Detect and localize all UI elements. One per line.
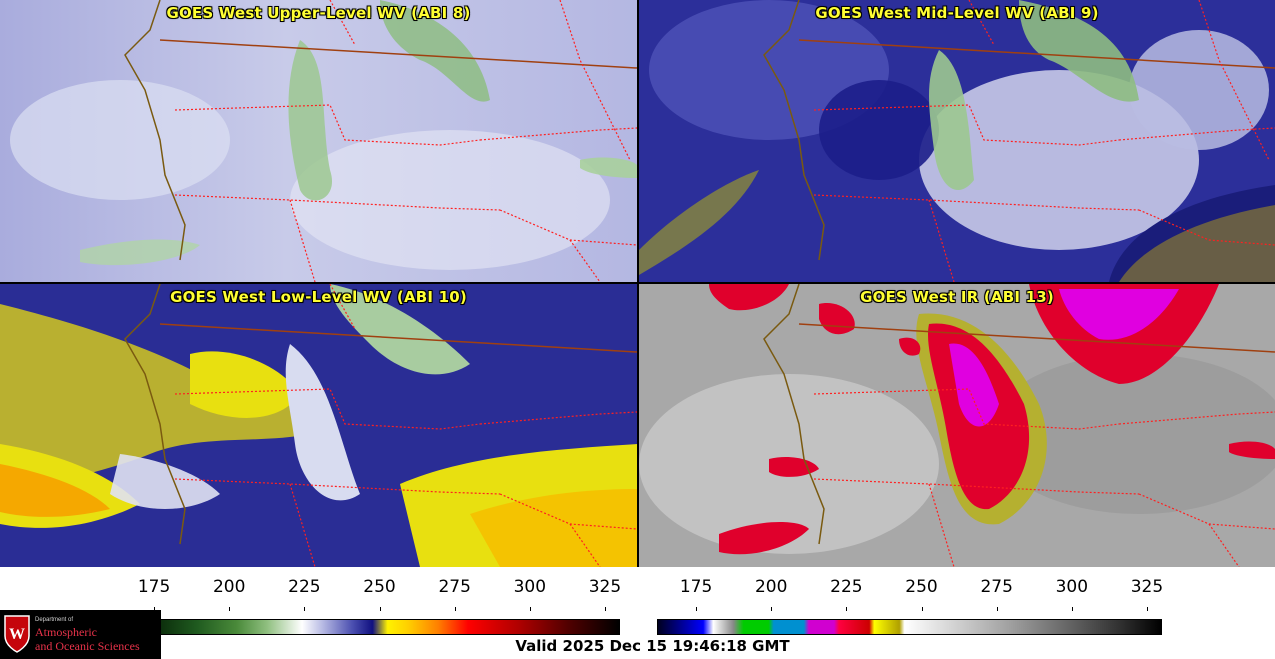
infrared-colorbar-gradient — [657, 619, 1162, 635]
water-vapor-tick-mark — [379, 607, 381, 611]
water-vapor-tick-mark — [604, 607, 606, 611]
water-vapor-tick-mark — [529, 607, 531, 611]
infrared-tick-label: 250 — [905, 577, 938, 597]
low-level-wv-title: GOES West Low-Level WV (ABI 10) — [170, 288, 467, 306]
svg-text:W: W — [9, 626, 25, 643]
water-vapor-tick-mark — [304, 607, 306, 611]
infrared-image — [639, 284, 1275, 567]
infrared-tick-mark — [1071, 607, 1073, 611]
infrared-tick-label: 275 — [980, 577, 1013, 597]
infrared-tick-label: 325 — [1130, 577, 1164, 597]
water-vapor-tick-mark — [154, 607, 156, 611]
water-vapor-colorbar: 175 200 225 250 275 300 325 — [115, 577, 622, 639]
low-level-wv-panel: GOES West Low-Level WV (ABI 10) — [0, 284, 637, 567]
uw-crest-icon: W — [4, 615, 30, 653]
water-vapor-tick-mark — [454, 607, 456, 611]
infrared-tick-mark — [1146, 607, 1148, 611]
infrared-panel: GOES West IR (ABI 13) — [639, 284, 1275, 567]
valid-time: Valid 2025 Dec 15 19:46:18 GMT — [515, 637, 790, 655]
infrared-tick-label: 200 — [754, 577, 788, 597]
aos-logo: W Department of Atmospheric and Oceanic … — [0, 610, 161, 659]
water-vapor-tick-label: 325 — [588, 577, 622, 597]
upper-level-wv-image — [0, 0, 637, 282]
logo-line-2: and Oceanic Sciences — [35, 639, 140, 653]
mid-level-wv-image — [639, 0, 1275, 282]
infrared-tick-mark — [996, 607, 998, 611]
logo-department-text: Department of — [35, 617, 74, 623]
low-level-wv-image — [0, 284, 637, 567]
infrared-tick-mark — [846, 607, 848, 611]
infrared-tick-label: 225 — [830, 577, 863, 597]
water-vapor-tick-label: 300 — [513, 577, 547, 597]
water-vapor-colorbar-gradient — [115, 619, 620, 635]
upper-level-wv-panel: GOES West Upper-Level WV (ABI 8) — [0, 0, 637, 282]
infrared-tick-mark — [771, 607, 773, 611]
water-vapor-tick-label: 175 — [137, 577, 171, 597]
infrared-colorbar: 175 200 225 250 275 300 325 — [657, 577, 1164, 639]
infrared-tick-mark — [696, 607, 698, 611]
infrared-tick-mark — [921, 607, 923, 611]
vertical-divider — [637, 0, 639, 567]
water-vapor-tick-mark — [229, 607, 231, 611]
infrared-title: GOES West IR (ABI 13) — [860, 288, 1054, 306]
infrared-tick-label: 175 — [679, 577, 713, 597]
mid-level-wv-title: GOES West Mid-Level WV (ABI 9) — [815, 4, 1099, 22]
water-vapor-tick-label: 200 — [212, 577, 246, 597]
mid-level-wv-panel: GOES West Mid-Level WV (ABI 9) — [639, 0, 1275, 282]
water-vapor-tick-label: 225 — [288, 577, 321, 597]
water-vapor-tick-label: 275 — [438, 577, 471, 597]
water-vapor-tick-label: 250 — [363, 577, 396, 597]
logo-line-1: Atmospheric — [35, 625, 97, 639]
infrared-tick-label: 300 — [1055, 577, 1089, 597]
upper-level-wv-title: GOES West Upper-Level WV (ABI 8) — [166, 4, 471, 22]
